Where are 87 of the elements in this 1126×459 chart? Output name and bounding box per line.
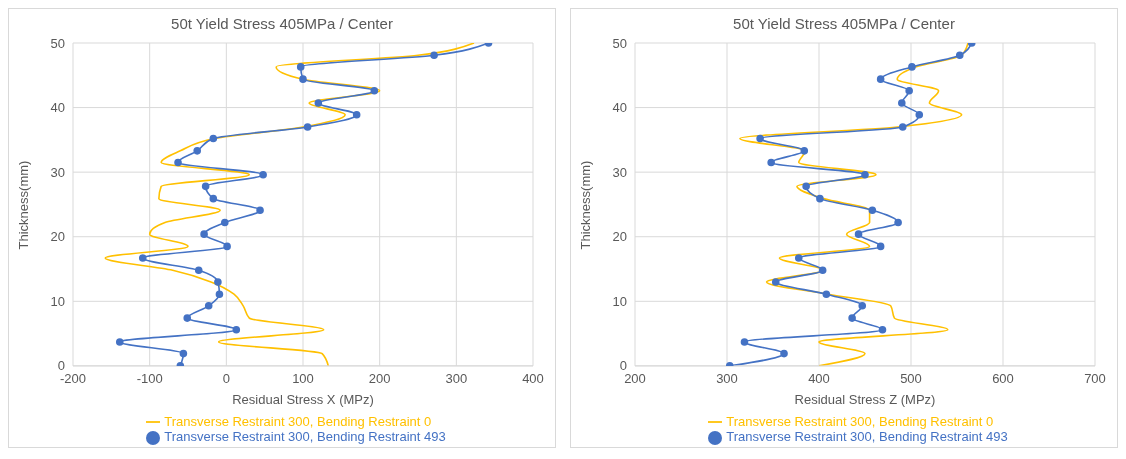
x-tick-label: 300	[716, 371, 738, 387]
y-tick-label: 30	[50, 164, 65, 180]
point	[915, 110, 924, 119]
point	[858, 302, 867, 310]
x-tick-label: 500	[900, 371, 922, 387]
point	[794, 254, 803, 262]
point	[802, 182, 810, 191]
point	[861, 170, 869, 179]
point	[259, 170, 267, 179]
y-tick-label: 50	[612, 35, 627, 51]
point	[876, 75, 885, 83]
point	[816, 194, 824, 203]
point	[303, 123, 312, 131]
x-axis-title: Residual Stress Z (MPz)	[794, 391, 936, 407]
point	[848, 314, 856, 322]
legend-label: Transverse Restraint 300, Bending Restraint 493	[164, 429, 446, 445]
point	[174, 158, 182, 167]
point	[215, 290, 224, 298]
point	[209, 194, 218, 203]
x-tick-label: 400	[522, 371, 544, 387]
point	[232, 325, 241, 334]
x-tick-label: 100	[292, 371, 314, 387]
point	[214, 278, 222, 286]
point	[822, 290, 831, 298]
point	[898, 123, 907, 131]
point	[878, 325, 887, 334]
point	[905, 86, 913, 95]
point	[209, 134, 218, 143]
y-tick-label: 30	[612, 164, 627, 180]
point	[314, 99, 323, 107]
y-tick-label: 40	[50, 100, 65, 116]
point	[200, 230, 208, 238]
legend-label: Transverse Restraint 300, Bending Restraint 493	[726, 429, 1008, 445]
point	[876, 242, 885, 251]
x-tick-label: 400	[808, 371, 830, 387]
point	[299, 75, 307, 83]
chart-title: 50t Yield Stress 405MPa / Center	[170, 15, 394, 34]
y-tick-label: 0	[619, 358, 627, 374]
point	[221, 218, 229, 227]
point	[894, 218, 902, 227]
y-tick-label: 40	[612, 100, 627, 116]
point	[115, 338, 124, 346]
chart-title: 50t Yield Stress 405MPa / Center	[732, 15, 956, 34]
y-tick-label: 10	[50, 293, 65, 309]
legend-label: Transverse Restraint 300, Bending Restraint 0	[726, 413, 994, 429]
point	[352, 110, 361, 119]
x-axis-title: Residual Stress X (MPz)	[232, 391, 374, 407]
point	[756, 134, 764, 143]
point	[955, 51, 964, 60]
point	[898, 99, 906, 107]
point	[767, 158, 775, 167]
point	[800, 147, 809, 155]
point	[223, 242, 231, 251]
legend-label: Transverse Restraint 300, Bending Restraint 0	[164, 413, 432, 429]
x-tick-label: 200	[368, 371, 391, 387]
point	[780, 349, 788, 358]
point	[771, 278, 780, 286]
y-tick-label: 20	[50, 229, 65, 245]
point	[179, 349, 188, 358]
point	[194, 266, 203, 275]
x-tick-label: -100	[136, 371, 163, 387]
point	[818, 266, 827, 275]
point	[204, 302, 213, 310]
x-tick-label: 300	[445, 371, 468, 387]
point	[370, 86, 379, 95]
y-tick-label: 50	[50, 35, 65, 51]
point	[296, 63, 305, 71]
point	[138, 254, 147, 262]
point	[854, 230, 863, 238]
point	[183, 314, 192, 322]
point	[256, 206, 264, 215]
y-tick-label: 10	[612, 293, 627, 309]
point	[908, 63, 916, 71]
x-tick-label: 200	[624, 371, 646, 387]
y-tick-label: 0	[57, 358, 65, 374]
y-axis-title: Thickness(mm)	[15, 160, 31, 250]
point	[193, 147, 201, 155]
x-tick-label: 600	[992, 371, 1014, 387]
x-tick-label: 0	[222, 371, 230, 387]
point	[201, 182, 210, 191]
y-tick-label: 20	[612, 229, 627, 245]
y-axis-title: Thickness(mm)	[577, 160, 593, 250]
point	[430, 51, 438, 60]
x-tick-label: -200	[59, 371, 87, 387]
point	[868, 206, 877, 215]
x-tick-label: 700	[1084, 371, 1106, 387]
point	[740, 338, 749, 346]
